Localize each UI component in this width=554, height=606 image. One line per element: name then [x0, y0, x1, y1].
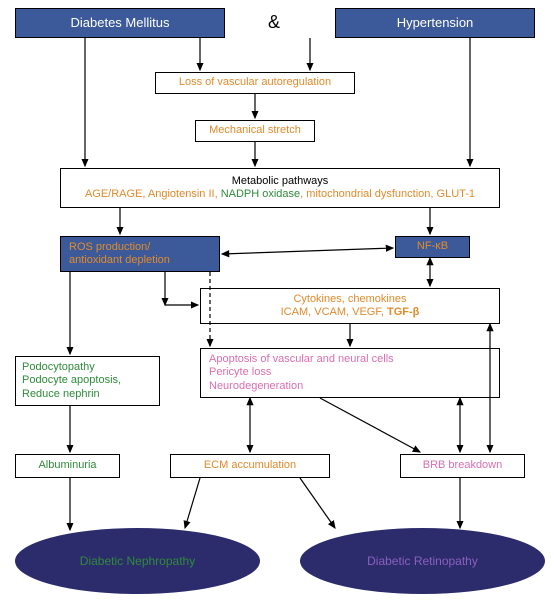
- box-mech: Mechanical stretch: [195, 120, 315, 142]
- label: Diabetic Nephropathy: [80, 554, 195, 568]
- box-metabolic: Metabolic pathways AGE/RAGE, Angiotensin…: [60, 168, 500, 208]
- l1: Podocytopathy: [22, 361, 95, 374]
- box-apoptosis: Apoptosis of vascular and neural cells P…: [200, 348, 500, 398]
- ampersand: &: [268, 12, 280, 33]
- label: Mechanical stretch: [209, 124, 301, 137]
- box-diabetes: Diabetes Mellitus: [15, 8, 225, 38]
- line1: Metabolic pathways: [232, 175, 329, 188]
- l3: Reduce nephrin: [22, 388, 100, 401]
- box-albuminuria: Albuminuria: [15, 454, 120, 478]
- box-brb: BRB breakdown: [400, 454, 525, 478]
- l3: Neurodegeneration: [209, 380, 303, 393]
- label: Albuminuria: [38, 459, 96, 472]
- box-hypertension: Hypertension: [335, 8, 535, 38]
- box-nfkb: NF-κB: [395, 236, 470, 258]
- label: Diabetic Retinopathy: [367, 554, 478, 568]
- l2: Podocyte apoptosis,: [22, 374, 121, 387]
- label: BRB breakdown: [423, 459, 503, 472]
- label: NF-κB: [417, 240, 448, 253]
- line2: ICAM, VCAM, VEGF, TGF-β: [281, 306, 420, 319]
- ellipse-nephropathy: Diabetic Nephropathy: [15, 528, 260, 594]
- box-loss: Loss of vascular autoregulation: [155, 72, 355, 94]
- label: Hypertension: [397, 15, 474, 31]
- label: Diabetes Mellitus: [71, 15, 170, 31]
- label: Loss of vascular autoregulation: [179, 76, 331, 89]
- ellipse-retinopathy: Diabetic Retinopathy: [300, 528, 545, 594]
- line1: Cytokines, chemokines: [293, 293, 406, 306]
- box-podo: Podocytopathy Podocyte apoptosis, Reduce…: [15, 356, 160, 406]
- line1: ROS production/: [69, 241, 150, 254]
- box-ros: ROS production/ antioxidant depletion: [60, 236, 220, 272]
- line2: antioxidant depletion: [69, 254, 170, 267]
- l2: Pericyte loss: [209, 366, 271, 379]
- box-ecm: ECM accumulation: [170, 454, 330, 478]
- line2: AGE/RAGE, Angiotensin II, NADPH oxidase,…: [85, 188, 475, 201]
- label: ECM accumulation: [204, 459, 296, 472]
- box-cytokines: Cytokines, chemokines ICAM, VCAM, VEGF, …: [200, 288, 500, 324]
- l1: Apoptosis of vascular and neural cells: [209, 353, 394, 366]
